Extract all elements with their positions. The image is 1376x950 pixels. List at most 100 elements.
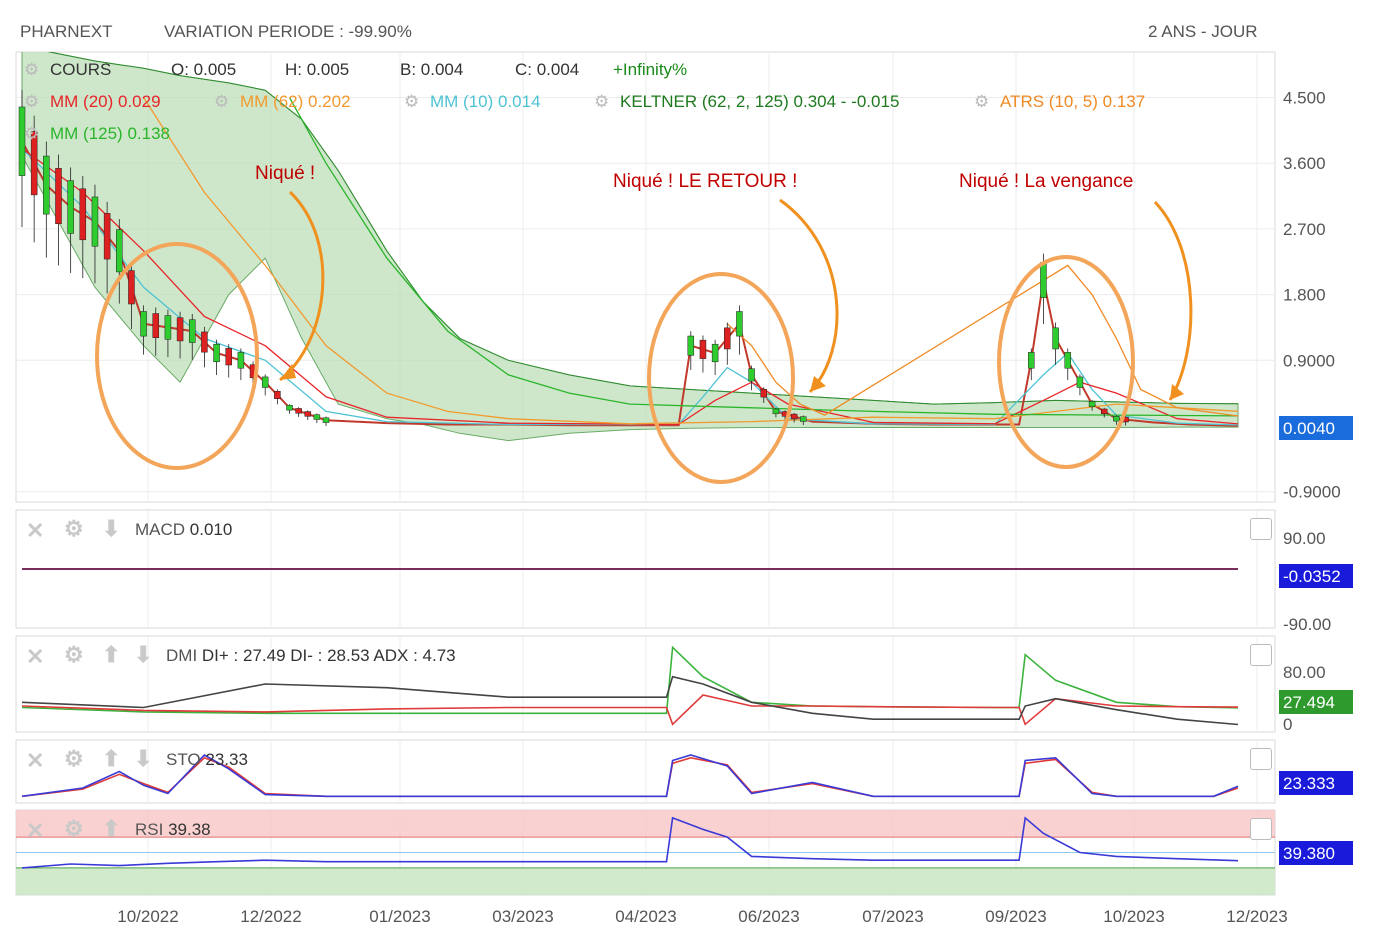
dmi-checkbox[interactable] bbox=[1250, 644, 1272, 666]
close-icon[interactable]: ✕ bbox=[26, 818, 45, 843]
period-label[interactable]: 2 ANS - JOUR bbox=[1148, 22, 1258, 41]
macd-value: 0.010 bbox=[189, 520, 233, 539]
mm20-value: 0.029 bbox=[118, 92, 161, 111]
candle-body bbox=[79, 188, 87, 241]
candle-body bbox=[188, 319, 196, 343]
candle-body bbox=[1076, 376, 1084, 388]
dmi-tick-top: 80.00 bbox=[1283, 663, 1326, 682]
x-tick-label: 04/2023 bbox=[615, 907, 676, 926]
candle-body bbox=[18, 106, 26, 176]
price-tick-label: 2.700 bbox=[1283, 220, 1326, 239]
sto-badge bbox=[1279, 771, 1353, 795]
gear-icon[interactable]: ⚙ bbox=[64, 816, 84, 841]
candle-body bbox=[760, 388, 768, 398]
x-tick-label: 01/2023 bbox=[369, 907, 430, 926]
price-badge bbox=[1279, 416, 1353, 440]
candle-body bbox=[103, 213, 111, 260]
candle-body bbox=[261, 376, 269, 388]
gear-icon[interactable]: ⚙ bbox=[404, 92, 420, 111]
open-value: O: 0.005 bbox=[171, 60, 237, 79]
candle-body bbox=[295, 408, 302, 414]
sto-checkbox[interactable] bbox=[1250, 748, 1272, 770]
dmi-adx-line bbox=[21, 675, 1239, 726]
series-line-mm-10- bbox=[21, 148, 1239, 426]
x-tick-label: 07/2023 bbox=[862, 907, 923, 926]
rsi-checkbox[interactable] bbox=[1250, 818, 1272, 840]
candle-body bbox=[322, 417, 330, 423]
candle-body bbox=[274, 390, 281, 399]
series-line-mm-125- bbox=[288, 97, 1239, 417]
keltner-value: 0.304 - -0.015 bbox=[793, 92, 900, 111]
gear-icon[interactable]: ⚙ bbox=[64, 746, 84, 771]
candle-body bbox=[140, 311, 147, 337]
gear-icon[interactable]: ⚙ bbox=[214, 92, 230, 111]
rsi-label: RSI bbox=[135, 820, 164, 839]
axes: 4.500 3.600 2.700 1.800 0.9000 -0.9000 0.0040 1… bbox=[117, 89, 1353, 926]
annotation-arrow bbox=[279, 190, 325, 382]
dmi-label: DMI bbox=[166, 646, 198, 665]
candle-body bbox=[313, 414, 321, 420]
mm10-name: MM (10) bbox=[429, 92, 494, 111]
candle-body bbox=[1088, 401, 1096, 407]
candle-body bbox=[711, 343, 719, 363]
dmi-title: DMI DI+ : 27.49 DI- : 28.53 ADX : 4.73 bbox=[166, 646, 456, 666]
move-up-icon[interactable]: ⬆ bbox=[102, 746, 121, 771]
candle-body bbox=[687, 335, 695, 356]
candle-body bbox=[55, 168, 62, 225]
move-down-icon[interactable]: ⬇ bbox=[134, 642, 153, 667]
candle-body bbox=[67, 180, 74, 234]
candle-body bbox=[30, 131, 38, 196]
gear-icon[interactable]: ⚙ bbox=[64, 642, 84, 667]
arrow-head bbox=[280, 364, 296, 380]
move-down-icon[interactable]: ⬇ bbox=[134, 746, 153, 771]
indicator-panes bbox=[16, 567, 1275, 895]
candle-body bbox=[43, 155, 50, 215]
ticker-label: PHARNEXT bbox=[20, 22, 113, 41]
gear-icon[interactable]: ⚙ bbox=[974, 92, 990, 111]
mm125-name: MM (125) bbox=[49, 124, 123, 143]
rsi-overbought-zone bbox=[16, 810, 1275, 838]
cours-label: COURS bbox=[49, 60, 112, 79]
close-icon[interactable]: ✕ bbox=[26, 644, 45, 669]
candle-body bbox=[790, 413, 798, 420]
high-value: H: 0.005 bbox=[285, 60, 350, 79]
price-tick-label: -0.9000 bbox=[1283, 483, 1341, 502]
gear-icon[interactable]: ⚙ bbox=[24, 92, 40, 111]
dmi-badge-text: 27.494 bbox=[1283, 693, 1335, 712]
gear-icon[interactable]: ⚙ bbox=[594, 92, 610, 111]
keltner-band bbox=[21, 52, 1239, 442]
arrow-head bbox=[1170, 384, 1184, 400]
atrs-value: 0.137 bbox=[1102, 92, 1146, 111]
gear-icon[interactable]: ⚙ bbox=[24, 60, 40, 79]
gear-icon[interactable]: ⚙ bbox=[24, 124, 40, 143]
highlight-ellipse bbox=[647, 272, 795, 484]
annotation-nique-retour: Niqué ! LE RETOUR ! bbox=[613, 171, 798, 192]
candle-body bbox=[1052, 327, 1059, 350]
atrs-name: ATRS (10, 5) bbox=[999, 92, 1098, 111]
sto-label: STO bbox=[166, 750, 201, 769]
close-icon[interactable]: ✕ bbox=[26, 748, 45, 773]
candle-body bbox=[1040, 262, 1047, 298]
candle-body bbox=[225, 348, 232, 366]
candle-body bbox=[304, 411, 312, 417]
macd-checkbox[interactable] bbox=[1250, 518, 1272, 540]
series-line-atrs-10-5- bbox=[726, 264, 1239, 417]
candle-body bbox=[176, 317, 184, 342]
legend-mm10: ⚙ MM (10) 0.014 bbox=[404, 92, 541, 112]
annotation-nique-vengance: Niqué ! La vengance bbox=[959, 171, 1134, 192]
candle-body bbox=[164, 315, 172, 340]
rsi-line bbox=[21, 816, 1239, 869]
candle-body bbox=[1100, 408, 1108, 415]
candle-body bbox=[201, 331, 208, 353]
move-up-icon[interactable]: ⬆ bbox=[102, 816, 121, 841]
close-icon[interactable]: ✕ bbox=[26, 518, 45, 543]
gear-icon[interactable]: ⚙ bbox=[64, 516, 84, 541]
move-up-icon[interactable]: ⬆ bbox=[102, 642, 121, 667]
dmi-badge bbox=[1279, 690, 1353, 714]
sto-k-line bbox=[21, 753, 1239, 798]
mm125-value: 0.138 bbox=[127, 124, 170, 143]
rsi-title: RSI 39.38 bbox=[135, 820, 211, 840]
candle-body bbox=[286, 405, 293, 411]
price-series bbox=[18, 89, 1239, 427]
move-down-icon[interactable]: ⬇ bbox=[102, 516, 121, 541]
